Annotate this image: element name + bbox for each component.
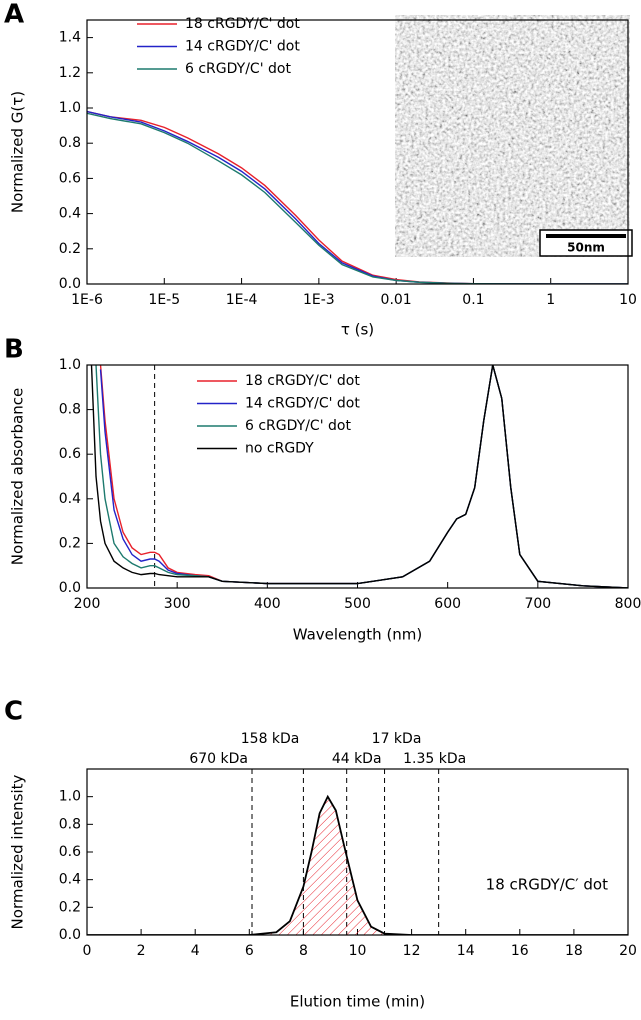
legend-label: 18 cRGDY/C' dot (185, 16, 300, 32)
x-tick-label: 0.1 (462, 292, 484, 308)
y-axis-title: Normalized G(τ) (9, 91, 27, 213)
panel-label: B (4, 335, 24, 365)
x-tick-label: 10 (619, 292, 637, 308)
x-tick-label: 1 (546, 292, 555, 308)
y-tick-label: 0.0 (59, 927, 81, 943)
plot-area (90, 365, 628, 588)
x-tick-label: 12 (403, 943, 421, 959)
y-axis-title: Normalized intensity (9, 774, 27, 929)
y-axis-title: Normalized absorbance (9, 388, 27, 565)
x-tick-label: 1E-5 (148, 292, 180, 308)
legend-label: no cRGDY (245, 441, 314, 457)
y-tick-label: 0.4 (59, 491, 81, 507)
y-tick-label: 1.0 (59, 789, 81, 805)
x-tick-label: 6 (245, 943, 254, 959)
x-tick-label: 2 (137, 943, 146, 959)
scale-bar-label: 50nm (567, 241, 605, 255)
x-tick-label: 1E-3 (303, 292, 335, 308)
panel-label: A (4, 0, 24, 30)
x-tick-label: 500 (344, 596, 371, 612)
y-tick-label: 0.6 (59, 446, 81, 462)
panel-label: C (4, 697, 23, 727)
x-tick-label: 200 (74, 596, 101, 612)
axes-frame (86, 768, 629, 936)
x-tick-label: 14 (457, 943, 475, 959)
y-tick-label: 0.0 (59, 276, 81, 292)
x-tick-label: 0.01 (381, 292, 412, 308)
y-tick-label: 0.8 (59, 402, 81, 418)
x-tick-label: 8 (299, 943, 308, 959)
y-tick-label: 0.4 (59, 872, 81, 888)
reference-label: 44 kDa (332, 751, 382, 767)
plot-area (87, 110, 628, 284)
y-tick-label: 0.2 (59, 241, 81, 257)
x-tick-label: 4 (191, 943, 200, 959)
reference-label: 17 kDa (372, 731, 422, 747)
x-tick-label: 16 (511, 943, 529, 959)
x-tick-label: 18 (565, 943, 583, 959)
series-line (99, 365, 628, 588)
legend-label: 14 cRGDY/C' dot (185, 39, 300, 55)
series-line (87, 112, 628, 284)
x-tick-label: 400 (254, 596, 281, 612)
x-tick-label: 300 (164, 596, 191, 612)
y-tick-label: 1.4 (59, 30, 81, 46)
axes-frame (86, 19, 629, 285)
y-tick-label: 1.2 (59, 65, 81, 81)
y-tick-label: 1.0 (59, 100, 81, 116)
y-tick-label: 0.8 (59, 816, 81, 832)
reference-label: 158 kDa (241, 731, 300, 747)
y-tick-label: 0.4 (59, 206, 81, 222)
legend-label: 18 cRGDY/C' dot (245, 373, 360, 389)
x-axis-title: Wavelength (nm) (293, 626, 423, 644)
x-axis-title: Elution time (min) (290, 993, 425, 1011)
x-tick-label: 600 (434, 596, 461, 612)
y-tick-label: 0.2 (59, 535, 81, 551)
reference-label: 1.35 kDa (403, 751, 466, 767)
y-tick-label: 0.6 (59, 844, 81, 860)
series-line (95, 365, 628, 588)
x-tick-label: 1E-4 (226, 292, 258, 308)
plot-area (87, 794, 628, 935)
y-tick-label: 0.6 (59, 170, 81, 186)
axes-frame (86, 364, 629, 589)
area-fill (87, 795, 628, 935)
y-tick-label: 1.0 (59, 357, 81, 373)
legend-label: 14 cRGDY/C' dot (245, 396, 360, 412)
series-line (90, 365, 628, 588)
x-tick-label: 10 (349, 943, 367, 959)
y-tick-label: 0.8 (59, 135, 81, 151)
y-tick-label: 0.2 (59, 899, 81, 915)
y-tick-label: 0.0 (59, 580, 81, 596)
reference-label: 670 kDa (189, 751, 248, 767)
area-line (87, 794, 628, 935)
x-tick-label: 700 (524, 596, 551, 612)
annotation: 18 cRGDY/C′ dot (486, 876, 608, 894)
x-tick-label: 20 (619, 943, 637, 959)
x-tick-label: 800 (615, 596, 641, 612)
legend-label: 6 cRGDY/C' dot (245, 418, 351, 434)
legend-label: 6 cRGDY/C' dot (185, 61, 291, 77)
x-tick-label: 1E-6 (71, 292, 103, 308)
x-tick-label: 0 (83, 943, 92, 959)
inset-image (395, 15, 630, 257)
x-axis-title: τ (s) (341, 321, 374, 339)
series-line (99, 365, 628, 588)
